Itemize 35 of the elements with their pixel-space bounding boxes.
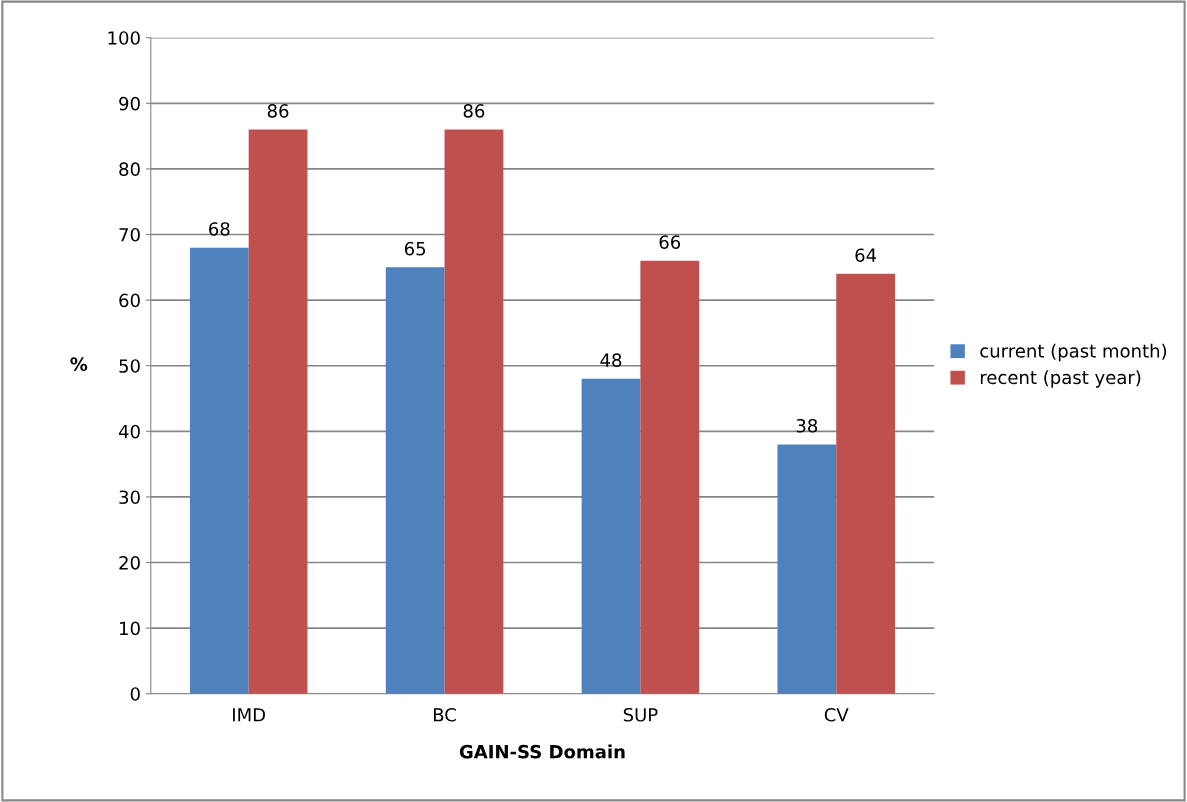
y-tick-label: 60 — [119, 293, 140, 308]
data-label: 66 — [659, 235, 681, 249]
y-tick-label: 30 — [119, 490, 140, 505]
bar — [385, 267, 445, 694]
data-label: 65 — [404, 241, 426, 256]
x-tick-label: SUP — [623, 707, 658, 722]
y-tick-label: 40 — [118, 424, 140, 439]
bar — [640, 260, 700, 694]
x-tick-label: IMD — [233, 708, 266, 722]
bar — [581, 378, 641, 694]
x-tick-label: BC — [433, 707, 456, 722]
data-label: 64 — [855, 248, 877, 263]
bar — [777, 444, 837, 694]
data-label: 48 — [600, 353, 622, 367]
legend-label: current (past month) — [980, 343, 1167, 362]
legend-label: recent (past year) — [980, 370, 1141, 388]
y-tick-label: 90 — [119, 96, 140, 111]
y-tick-label: 20 — [119, 555, 140, 570]
data-label: 38 — [796, 418, 818, 433]
bar — [444, 129, 504, 694]
y-tick-label: 50 — [119, 359, 140, 373]
y-axis-title: % — [70, 357, 88, 371]
y-tick-label: 10 — [120, 621, 140, 636]
data-label: 68 — [209, 222, 230, 236]
bar — [836, 273, 895, 694]
y-tick-label: 100 — [108, 31, 140, 45]
data-label: 86 — [463, 104, 485, 118]
y-tick-label: 70 — [119, 227, 140, 242]
bar — [248, 129, 308, 694]
data-label: 86 — [267, 104, 289, 118]
bar — [189, 247, 249, 694]
y-tick-label: 80 — [119, 162, 140, 177]
x-tick-label: CV — [824, 707, 849, 722]
y-tick-label: 0 — [130, 687, 140, 701]
x-axis-title: GAIN-SS Domain — [459, 744, 625, 759]
